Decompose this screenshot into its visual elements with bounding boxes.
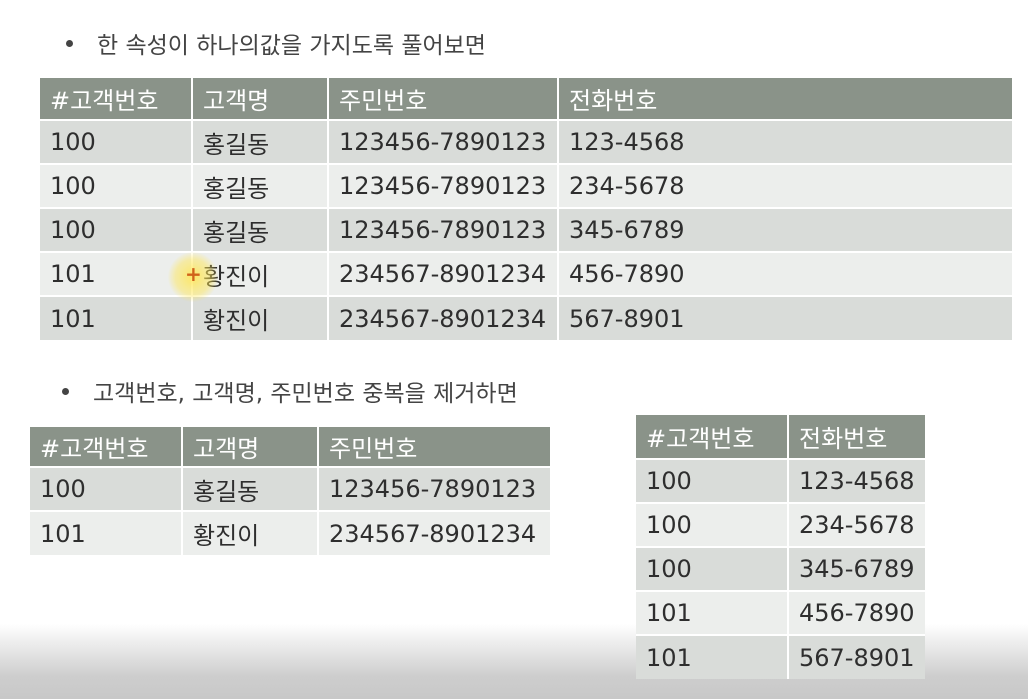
table-row: 101 황진이 234567-8901234 456-7890 (40, 251, 1012, 296)
cell-phone: 234-5678 (788, 502, 925, 547)
table-header-row: #고객번호 고객명 주민번호 전화번호 (40, 78, 1012, 120)
cell-resident-number: 123456-7890123 (328, 207, 559, 252)
phone-table: #고객번호 전화번호 100 123-4568 100 234-5678 100… (636, 415, 925, 679)
cell-phone: 345-6789 (558, 207, 1012, 252)
cell-customer-id: 100 (636, 546, 789, 591)
cell-phone: 123-4568 (788, 458, 925, 503)
cell-customer-id: 100 (636, 458, 789, 503)
cell-phone: 456-7890 (558, 251, 1012, 296)
table-row: 101 황진이 234567-8901234 (30, 510, 550, 555)
table-row: 100 234-5678 (636, 502, 925, 547)
bullet-dot-icon (66, 39, 73, 47)
table-row: 101 567-8901 (636, 634, 925, 679)
bullet-text: 한 속성이 하나의값을 가지도록 풀어보면 (97, 33, 486, 59)
cell-phone: 123-4568 (558, 119, 1012, 164)
header-customer-id: #고객번호 (30, 427, 183, 467)
cell-phone: 567-8901 (788, 634, 925, 679)
bullet-text: 고객번호, 고객명, 주민번호 중복을 제거하면 (93, 381, 518, 407)
table-row: 100 홍길동 123456-7890123 345-6789 (40, 207, 1012, 252)
table-row: 100 홍길동 123456-7890123 (30, 466, 550, 511)
cell-customer-name: 황진이 (192, 251, 329, 296)
table-row: 100 홍길동 123456-7890123 123-4568 (40, 119, 1012, 164)
cell-customer-name: 홍길동 (192, 119, 329, 164)
header-customer-id: #고객번호 (636, 415, 789, 459)
cell-resident-number: 234567-8901234 (318, 510, 550, 555)
cell-phone: 567-8901 (558, 295, 1012, 340)
cell-customer-name: 홍길동 (182, 466, 319, 511)
cell-customer-id: 100 (40, 119, 193, 164)
header-customer-name: 고객명 (192, 78, 329, 120)
cell-customer-id: 101 (40, 295, 193, 340)
cell-phone: 234-5678 (558, 163, 1012, 208)
header-phone: 전화번호 (788, 415, 925, 459)
table-row: 100 123-4568 (636, 458, 925, 503)
bullet-unnormalized: 한 속성이 하나의값을 가지도록 풀어보면 (66, 26, 486, 60)
cell-customer-name: 홍길동 (192, 163, 329, 208)
header-resident-number: 주민번호 (318, 427, 550, 467)
table-header-row: #고객번호 전화번호 (636, 415, 925, 459)
unnormalized-table: #고객번호 고객명 주민번호 전화번호 100 홍길동 123456-78901… (40, 78, 1012, 340)
cell-customer-name: 홍길동 (192, 207, 329, 252)
cell-customer-name: 황진이 (192, 295, 329, 340)
cell-phone: 456-7890 (788, 590, 925, 635)
cell-customer-id: 100 (30, 466, 183, 511)
customer-table: #고객번호 고객명 주민번호 100 홍길동 123456-7890123 10… (30, 427, 550, 555)
cell-resident-number: 123456-7890123 (328, 163, 559, 208)
header-customer-name: 고객명 (182, 427, 319, 467)
cell-customer-id: 100 (40, 163, 193, 208)
header-resident-number: 주민번호 (328, 78, 559, 120)
header-phone: 전화번호 (558, 78, 1012, 120)
cell-phone: 345-6789 (788, 546, 925, 591)
header-customer-id: #고객번호 (40, 78, 193, 120)
bullet-deduplicated: 고객번호, 고객명, 주민번호 중복을 제거하면 (62, 374, 518, 408)
cell-resident-number: 123456-7890123 (318, 466, 550, 511)
table-header-row: #고객번호 고객명 주민번호 (30, 427, 550, 467)
cell-customer-id: 100 (40, 207, 193, 252)
cell-resident-number: 123456-7890123 (328, 119, 559, 164)
table-row: 101 456-7890 (636, 590, 925, 635)
cell-customer-id: 101 (636, 590, 789, 635)
bullet-dot-icon (62, 387, 69, 395)
cell-customer-id: 100 (636, 502, 789, 547)
cell-resident-number: 234567-8901234 (328, 251, 559, 296)
table-row: 100 345-6789 (636, 546, 925, 591)
table-row: 100 홍길동 123456-7890123 234-5678 (40, 163, 1012, 208)
cell-customer-id: 101 (40, 251, 193, 296)
cell-customer-id: 101 (30, 510, 183, 555)
cell-customer-name: 황진이 (182, 510, 319, 555)
cell-resident-number: 234567-8901234 (328, 295, 559, 340)
cell-customer-id: 101 (636, 634, 789, 679)
table-row: 101 황진이 234567-8901234 567-8901 (40, 295, 1012, 340)
